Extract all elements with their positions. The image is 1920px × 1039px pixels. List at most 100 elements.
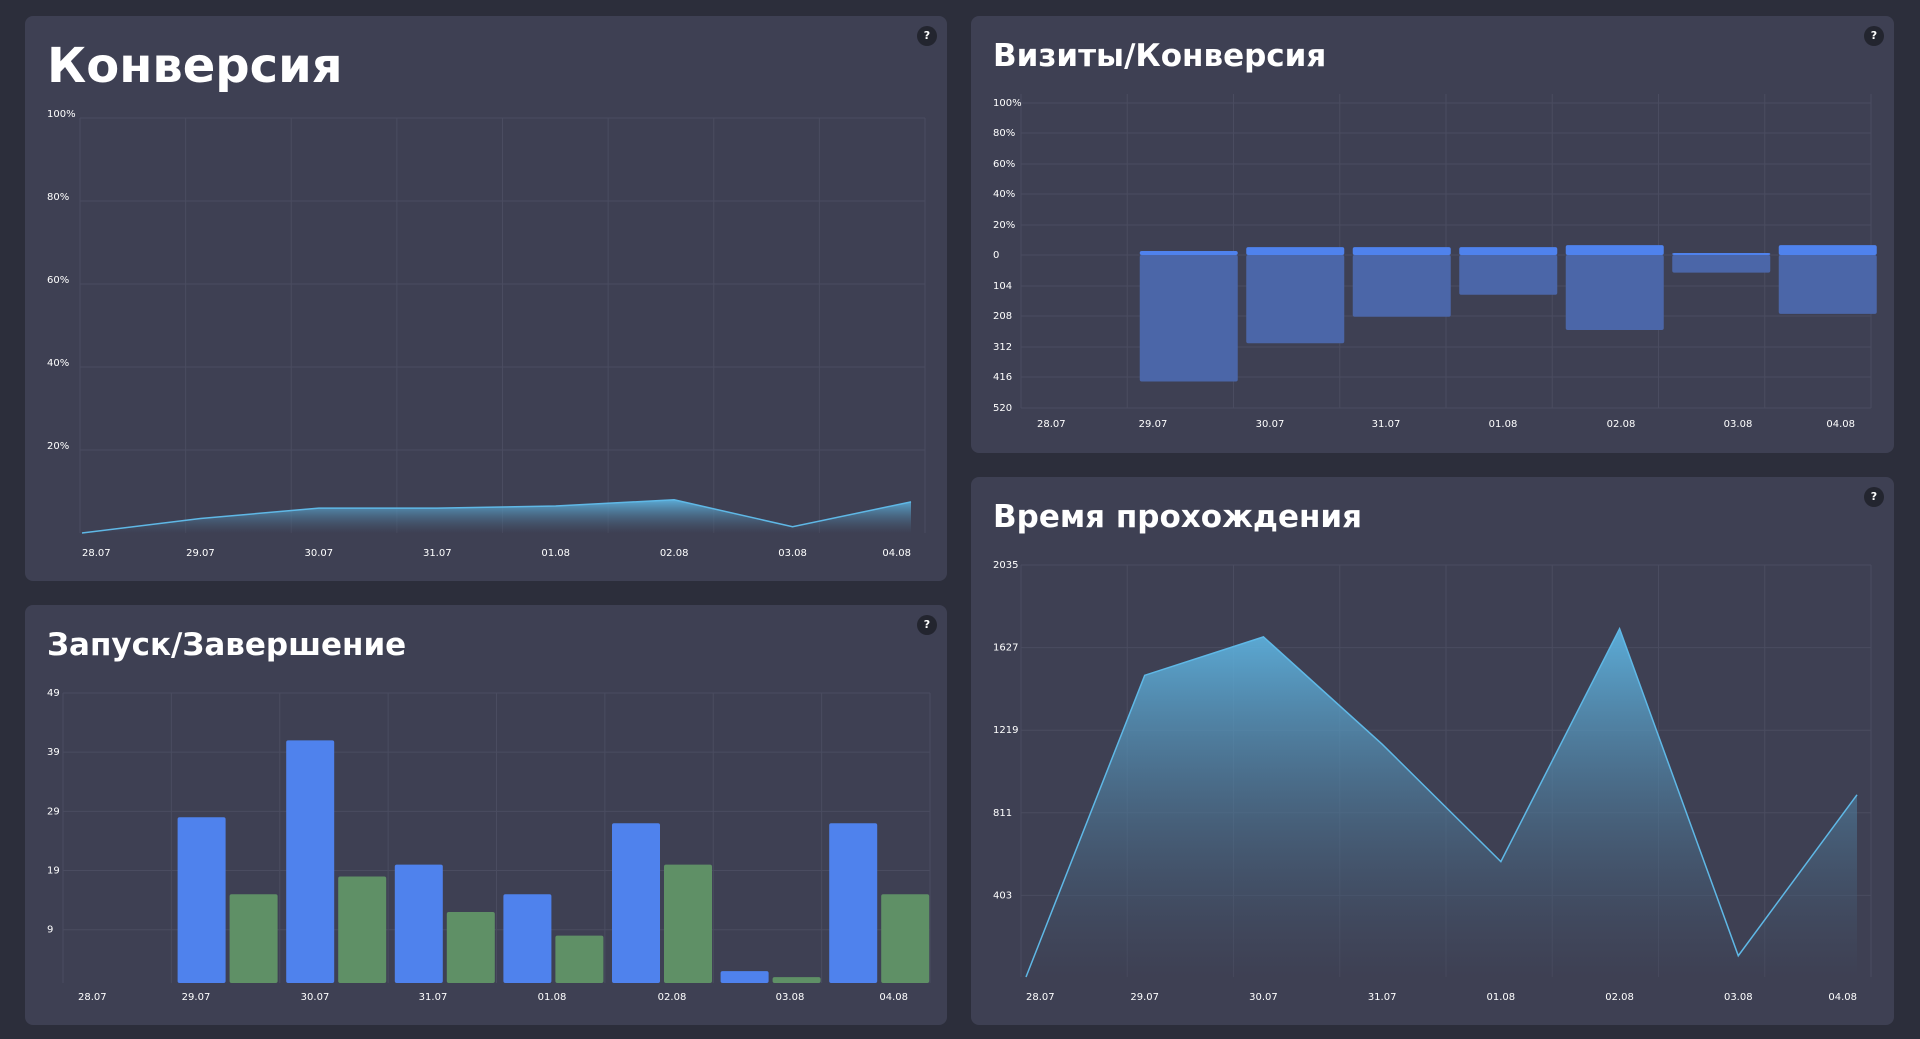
completion-time-help-button[interactable]: ?	[1864, 487, 1884, 507]
x-tick-label: 04.08	[1826, 419, 1855, 430]
y-tick-label: 60%	[993, 159, 1015, 170]
y-tick-label: 40%	[47, 358, 69, 369]
finish-bar	[881, 894, 930, 983]
start-finish-title: Запуск/Завершение	[47, 627, 407, 663]
y-tick-label: 29	[47, 806, 60, 817]
visits-conversion-title: Визиты/Конверсия	[993, 38, 1327, 74]
start-bar	[394, 864, 443, 983]
x-tick-label: 31.07	[1368, 992, 1397, 1003]
start-bar	[177, 817, 226, 983]
x-tick-label: 28.07	[1026, 992, 1055, 1003]
conversion-bar	[1139, 251, 1238, 255]
visits-bar	[1459, 255, 1558, 295]
y-tick-label: 40%	[993, 189, 1015, 200]
completion-time-title: Время прохождения	[993, 499, 1363, 535]
completion-time-panel: Время прохождения ? 2035 1627 1219 811 403 28…	[971, 477, 1894, 1025]
x-tick-label: 31.07	[423, 548, 452, 559]
start-bar	[503, 894, 552, 983]
x-tick-label: 29.07	[1130, 992, 1159, 1003]
y-tick-label: 60%	[47, 275, 69, 286]
visits-bar	[1778, 255, 1877, 314]
conversion-bar	[1459, 247, 1558, 255]
y-tick-label: 49	[47, 688, 60, 699]
visits-bar	[1352, 255, 1451, 317]
x-tick-label: 03.08	[1724, 992, 1753, 1003]
x-tick-label: 04.08	[879, 992, 908, 1003]
y-tick-label: 312	[993, 342, 1012, 353]
x-tick-label: 28.07	[82, 548, 111, 559]
x-tick-label: 03.08	[776, 992, 805, 1003]
conversion-bar	[1565, 245, 1664, 255]
conversion-panel: Конверсия ? 100% 80% 60% 40% 20% 28.07 29.07 30…	[25, 16, 947, 581]
y-tick-label: 19	[47, 866, 60, 877]
x-tick-label: 01.08	[1487, 992, 1516, 1003]
x-tick-label: 03.08	[778, 548, 807, 559]
y-tick-label: 39	[47, 747, 60, 758]
start-bar	[829, 823, 878, 983]
y-tick-label: 416	[993, 372, 1012, 383]
conversion-bar	[1672, 253, 1771, 255]
visits-bar	[1246, 255, 1345, 344]
finish-bar	[338, 876, 387, 983]
y-tick-label: 403	[993, 890, 1012, 901]
conversion-area	[82, 499, 911, 533]
x-tick-label: 04.08	[1828, 992, 1857, 1003]
x-tick-label: 01.08	[538, 992, 567, 1003]
conversion-chart: 100% 80% 60% 40% 20% 28.07 29.07 30.07 31.07 01.0…	[47, 109, 926, 559]
conversion-bar	[1778, 245, 1877, 255]
y-tick-label: 20%	[993, 220, 1015, 231]
x-tick-label: 29.07	[1139, 419, 1168, 430]
start-finish-panel: Запуск/Завершение ? 49 39 29 19 9 28.07 29.07 3…	[25, 605, 947, 1025]
finish-bar	[555, 935, 604, 983]
y-tick-label: 20%	[47, 441, 69, 452]
y-tick-label: 1219	[993, 725, 1018, 736]
y-tick-label: 104	[993, 281, 1012, 292]
conversion-help-button[interactable]: ?	[917, 26, 937, 46]
conversion-bar	[1352, 247, 1451, 255]
x-tick-label: 03.08	[1724, 419, 1753, 430]
visits-conversion-help-button[interactable]: ?	[1864, 26, 1884, 46]
y-tick-label: 1627	[993, 643, 1018, 654]
x-tick-label: 29.07	[186, 548, 215, 559]
finish-bar	[446, 911, 495, 983]
y-tick-label: 208	[993, 311, 1012, 322]
y-tick-label: 100%	[993, 98, 1022, 109]
conversion-line	[81, 499, 912, 534]
conversion-bar	[1246, 247, 1345, 255]
x-tick-label: 30.07	[1256, 419, 1285, 430]
x-tick-label: 02.08	[660, 548, 689, 559]
x-tick-label: 02.08	[1605, 992, 1634, 1003]
y-tick-label: 520	[993, 403, 1012, 414]
start-finish-help-button[interactable]: ?	[917, 615, 937, 635]
y-tick-label: 811	[993, 808, 1012, 819]
completion-time-area	[1026, 628, 1857, 977]
x-tick-label: 01.08	[541, 548, 570, 559]
completion-time-line	[1025, 626, 1858, 978]
y-tick-label: 80%	[993, 128, 1015, 139]
visits-bar	[1139, 255, 1238, 382]
visits-conversion-panel: Визиты/Конверсия ? 100% 80% 60% 40% 20% 0 104 2…	[971, 16, 1894, 453]
x-tick-label: 04.08	[882, 548, 911, 559]
x-tick-label: 30.07	[1249, 992, 1278, 1003]
visits-bar	[1565, 255, 1664, 331]
x-tick-label: 02.08	[1607, 419, 1636, 430]
conversion-title: Конверсия	[47, 38, 343, 94]
y-tick-label: 9	[47, 925, 53, 936]
finish-bar	[664, 864, 712, 983]
x-tick-label: 29.07	[182, 992, 211, 1003]
x-tick-label: 31.07	[419, 992, 448, 1003]
start-bar	[720, 971, 769, 983]
x-tick-label: 30.07	[305, 548, 334, 559]
start-finish-chart: 49 39 29 19 9 28.07 29.07 30.07 31.07 01.08 02.08 0…	[47, 688, 931, 1003]
x-tick-label: 30.07	[301, 992, 330, 1003]
y-tick-label: 100%	[47, 109, 76, 120]
visits-bar	[1672, 255, 1771, 273]
completion-time-chart: 2035 1627 1219 811 403 28.07 29.07 30.07 31.07 01…	[993, 560, 1872, 1003]
y-tick-label: 0	[993, 250, 999, 261]
x-tick-label: 01.08	[1489, 419, 1518, 430]
x-tick-label: 28.07	[1037, 419, 1066, 430]
visits-conversion-chart: 100% 80% 60% 40% 20% 0 104 208 312 416 520 28.07 29.…	[993, 94, 1877, 430]
finish-bar	[229, 894, 278, 983]
start-bar	[286, 740, 335, 983]
y-tick-label: 80%	[47, 192, 69, 203]
